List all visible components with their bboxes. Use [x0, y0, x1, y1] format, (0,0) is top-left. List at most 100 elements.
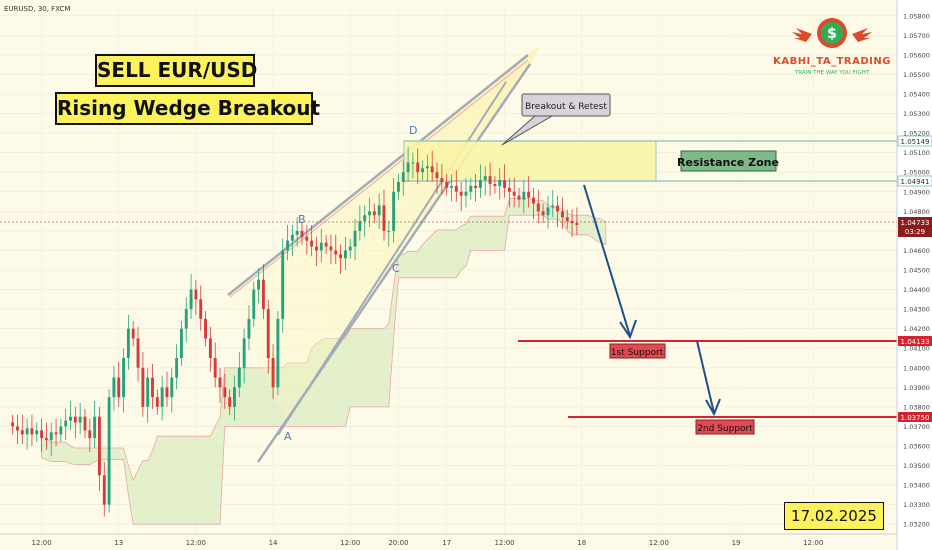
x-tick-label: 18 [577, 539, 586, 547]
wing-right-icon [852, 28, 872, 42]
title-pattern: Rising Wedge Breakout [55, 92, 320, 125]
y-tick-label: 1.04500 [903, 267, 930, 275]
candle-body [454, 185, 458, 192]
candle-body [425, 166, 429, 169]
candle-body [517, 195, 521, 200]
breakout-callout-pointer [501, 115, 554, 146]
candle-body [30, 428, 34, 435]
wedge-upper-line [227, 54, 529, 296]
resistance-label-text: Resistance Zone [677, 156, 779, 169]
candle-body [218, 377, 222, 388]
candle-body [49, 432, 53, 441]
y-tick-label: 1.04400 [903, 286, 930, 294]
candle-body [88, 430, 92, 439]
candle-body [551, 205, 555, 208]
candle-body [247, 318, 251, 339]
candle-body [310, 240, 314, 247]
candle-body [536, 203, 540, 212]
candle-body [237, 367, 241, 388]
candle-body [44, 438, 48, 441]
y-tick-label: 1.05100 [903, 149, 930, 157]
candle-body [440, 178, 444, 182]
candle-body [281, 250, 285, 319]
candle-body [334, 250, 338, 255]
candle-body [252, 289, 256, 319]
candle-body [488, 176, 492, 184]
resistance-bottom-tag: 1.04941 [901, 178, 930, 186]
candle-body [151, 377, 154, 398]
candle-body [295, 230, 299, 235]
y-tick-label: 1.05700 [903, 32, 930, 40]
support1-tag: 1.04133 [901, 338, 930, 346]
candle-body [493, 183, 497, 186]
x-tick-label: 17 [442, 539, 451, 547]
candle-body [575, 223, 579, 226]
y-tick-label: 1.04300 [903, 306, 930, 314]
candle-body [16, 426, 19, 431]
candle-body [242, 338, 246, 368]
y-tick-label: 1.03800 [903, 403, 930, 411]
candle-body [20, 430, 24, 435]
x-tick-label: 13 [114, 539, 123, 547]
candle-body [102, 475, 106, 505]
candle-body [165, 387, 169, 398]
date-label: 17.02.2025 [784, 502, 884, 530]
candle-body [204, 318, 207, 339]
brand-tagline: TRAIN THE WAY YOU FIGHT [794, 70, 870, 76]
support2-label: 2nd Support [695, 419, 755, 435]
candle-body [266, 309, 270, 358]
candle-body [474, 185, 478, 188]
candle-body [392, 191, 396, 231]
candle-body [483, 176, 487, 181]
candle-body [261, 279, 265, 310]
support1-label-text: 1st Support [611, 348, 664, 358]
candle-body [329, 246, 333, 251]
candle-body [368, 211, 371, 216]
y-tick-label: 1.04100 [903, 345, 930, 353]
candle-body [527, 191, 531, 198]
candlestick-series [11, 146, 579, 517]
candle-body [372, 211, 376, 216]
countdown-tag: 03:29 [905, 228, 925, 236]
candle-body [353, 230, 357, 247]
y-tick-label: 1.05800 [903, 12, 930, 20]
y-tick-label: 1.04900 [903, 188, 930, 196]
x-tick-label: 12:00 [803, 539, 823, 547]
candle-body [35, 430, 39, 435]
candle-body [208, 338, 212, 358]
candle-body [257, 279, 261, 290]
y-tick-label: 1.04800 [903, 208, 930, 216]
brand-name: KABHI_TA_TRADING [773, 56, 891, 67]
candle-body [59, 426, 63, 435]
support1-label: 1st Support [609, 343, 666, 359]
time-axis: 12:00 13 12:00 14 12:00 20:00 17 12:00 18 12:00 19… [0, 533, 897, 547]
candle-body [83, 416, 87, 431]
candle-body [382, 205, 386, 231]
candle-body [469, 185, 473, 192]
candle-body [363, 215, 367, 222]
point-d-label: D [409, 124, 417, 137]
candle-body [435, 172, 439, 179]
title-sell: SELL EUR/USD [95, 54, 257, 87]
candle-body [397, 182, 400, 192]
resistance-zone [403, 140, 657, 182]
candle-body [107, 397, 111, 505]
candle-body [146, 377, 150, 407]
point-c-label: C [392, 262, 400, 275]
candle-body [194, 289, 198, 300]
x-tick-label: 12:00 [494, 539, 514, 547]
candle-body [401, 172, 405, 182]
x-tick-label: 12:00 [31, 539, 51, 547]
candle-body [233, 387, 236, 407]
wedge-upper-line-inner [229, 59, 529, 298]
y-tick-label: 1.03700 [903, 423, 930, 431]
candle-body [377, 205, 381, 216]
candle-body [117, 377, 121, 398]
candle-body [343, 250, 347, 259]
candle-body [541, 211, 545, 216]
candle-body [25, 428, 29, 435]
wing-left-icon [792, 28, 812, 42]
x-tick-label: 12:00 [649, 539, 669, 547]
candle-body [300, 230, 304, 237]
